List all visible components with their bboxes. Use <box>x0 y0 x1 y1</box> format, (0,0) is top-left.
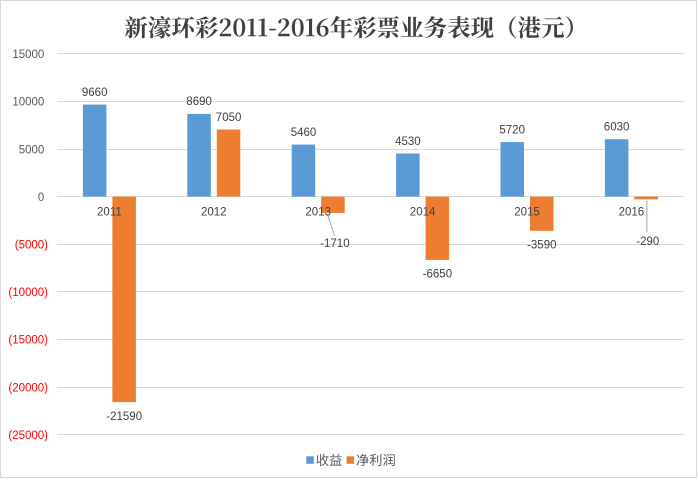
svg-text:4530: 4530 <box>395 136 421 148</box>
svg-text:5720: 5720 <box>499 124 525 136</box>
svg-text:2012: 2012 <box>201 206 227 218</box>
svg-text:6030: 6030 <box>604 122 630 134</box>
svg-text:(15000): (15000) <box>8 335 48 347</box>
svg-text:2016: 2016 <box>619 206 645 218</box>
svg-text:-290: -290 <box>636 236 659 248</box>
svg-text:-3590: -3590 <box>527 240 556 252</box>
svg-text:2013: 2013 <box>305 206 331 218</box>
svg-text:7050: 7050 <box>216 112 242 124</box>
svg-text:(10000): (10000) <box>8 287 48 299</box>
svg-text:9660: 9660 <box>82 87 108 99</box>
svg-text:(5000): (5000) <box>15 240 48 252</box>
svg-text:-21590: -21590 <box>106 411 142 423</box>
svg-text:0: 0 <box>38 192 44 204</box>
svg-text:2014: 2014 <box>410 206 436 218</box>
svg-text:-6650: -6650 <box>423 269 452 281</box>
svg-text:(20000): (20000) <box>8 382 48 394</box>
svg-text:-1710: -1710 <box>320 238 349 250</box>
svg-text:5460: 5460 <box>291 127 317 139</box>
svg-text:15000: 15000 <box>12 49 44 61</box>
svg-text:2015: 2015 <box>514 206 540 218</box>
svg-text:8690: 8690 <box>186 96 212 108</box>
svg-text:(25000): (25000) <box>8 430 48 442</box>
svg-text:10000: 10000 <box>12 97 44 109</box>
svg-text:2011: 2011 <box>97 206 122 218</box>
svg-text:5000: 5000 <box>19 144 45 156</box>
